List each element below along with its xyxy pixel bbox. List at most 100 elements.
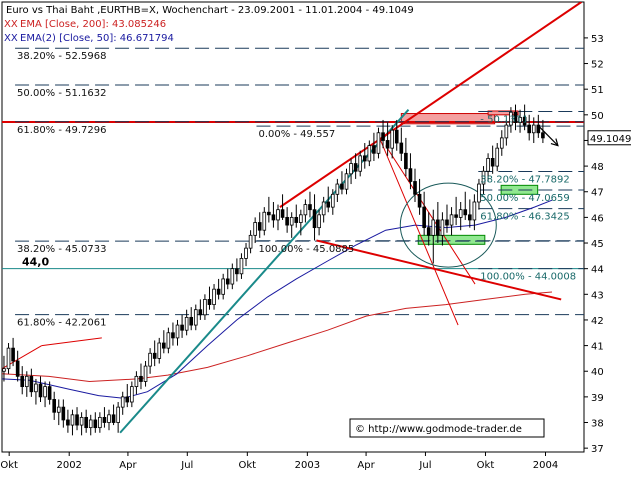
candle-body <box>70 414 75 426</box>
candle-body <box>522 116 527 126</box>
candle-body <box>422 206 426 229</box>
fib-label: 38.20% - 47.7892 <box>480 175 569 186</box>
y-tick-label: 44 <box>591 265 604 276</box>
candle-body <box>88 419 93 429</box>
legend-marker: XX <box>4 33 18 44</box>
candle-body <box>34 383 38 393</box>
candle-body <box>24 375 29 388</box>
candle-body <box>495 147 500 167</box>
candle-body <box>527 124 532 134</box>
candle-body <box>148 352 152 367</box>
candle-body <box>276 209 280 221</box>
candle-body <box>235 268 239 275</box>
x-tick-label: Jul <box>180 460 193 471</box>
candle-body <box>390 129 394 149</box>
candle-body <box>518 116 522 123</box>
candle-body <box>6 347 11 370</box>
trendline-channel-lower <box>316 239 562 301</box>
candle-body <box>212 288 216 305</box>
candle-body <box>509 111 513 126</box>
candle-body <box>157 342 162 359</box>
candle-body <box>244 247 248 259</box>
candle-body <box>458 209 463 218</box>
candle-body <box>303 204 308 216</box>
candle-body <box>358 155 363 172</box>
candle-body <box>47 386 52 400</box>
x-tick-label: 2004 <box>533 460 558 471</box>
candle-body <box>340 183 344 190</box>
y-tick-label: 39 <box>591 393 604 404</box>
candle-body <box>513 111 518 123</box>
y-tick-label: 38 <box>591 419 604 430</box>
candle-body <box>225 278 230 285</box>
candle-body <box>230 268 235 285</box>
candle-body <box>253 222 257 236</box>
x-tick-label: Apr <box>119 460 137 471</box>
y-tick-label: 47 <box>591 188 604 199</box>
candle-body <box>417 193 422 208</box>
candle-body <box>257 222 262 231</box>
candle-body <box>413 181 417 195</box>
candle-body <box>221 278 226 295</box>
candle-body <box>326 201 331 208</box>
x-tick-label: Okt <box>477 460 495 471</box>
legend-text: EMA [Close, 200]: 43.085246 <box>20 19 166 30</box>
candle-body <box>381 132 385 141</box>
candle-body <box>431 219 436 236</box>
candle-body <box>335 183 340 195</box>
candle-body <box>11 347 15 362</box>
candle-body <box>330 193 335 208</box>
candle-body <box>239 258 244 275</box>
candle-body <box>436 219 440 236</box>
candle-body <box>367 145 372 162</box>
candle-body <box>504 124 509 139</box>
candle-body <box>75 414 79 426</box>
candle-body <box>454 214 458 218</box>
y-tick-label: 43 <box>591 290 604 301</box>
watermark: © http://www.godmode-trader.de <box>355 424 522 435</box>
x-tick-label: Okt <box>0 460 18 471</box>
y-tick-label: 51 <box>591 85 604 96</box>
candle-body <box>394 129 399 144</box>
correction-circle <box>399 182 497 268</box>
y-tick-label: 52 <box>591 60 604 71</box>
candle-body <box>143 365 148 382</box>
fib-label: 0.00% - 49.557 <box>258 129 335 140</box>
candle-body <box>449 214 454 226</box>
y-tick-label: 50 <box>591 111 604 122</box>
candle-body <box>271 214 276 221</box>
candle-body <box>120 396 125 408</box>
candle-body <box>499 137 504 149</box>
legend-text: EMA(2) [Close, 50]: 46.671794 <box>20 33 174 44</box>
candle-body <box>399 142 404 154</box>
candle-body <box>180 324 184 331</box>
candle-body <box>152 352 157 359</box>
ema200-line <box>2 291 553 383</box>
trendline-wedge-a <box>378 135 459 326</box>
candle-body <box>61 406 66 421</box>
candle-body <box>207 299 212 305</box>
fib-label: - 50.1311 <box>480 114 528 125</box>
trendline-channel-upper <box>279 2 582 208</box>
forecast-arrow-head <box>550 138 559 147</box>
candle-body <box>289 216 294 226</box>
candle-body <box>262 211 267 231</box>
y-tick-label: 37 <box>591 444 604 455</box>
candle-body <box>280 209 285 218</box>
candle-body <box>29 375 34 393</box>
x-tick-label: 2002 <box>56 460 81 471</box>
candle-body <box>98 416 102 429</box>
y-tick-label: 46 <box>591 213 604 224</box>
candle-body <box>376 132 381 154</box>
candle-body <box>193 309 198 326</box>
candle-body <box>317 214 321 229</box>
candle-body <box>285 216 289 226</box>
last-value-label: 49.1049 <box>590 134 631 145</box>
trendline-wedge-b <box>385 145 476 285</box>
candle-body <box>490 158 495 167</box>
candle-body <box>20 375 25 388</box>
chart-title: Euro vs Thai Baht ,EURTHB=X, Wochenchart… <box>6 5 414 16</box>
level-label-44: 44,0 <box>22 256 49 269</box>
candle-body <box>111 414 116 423</box>
